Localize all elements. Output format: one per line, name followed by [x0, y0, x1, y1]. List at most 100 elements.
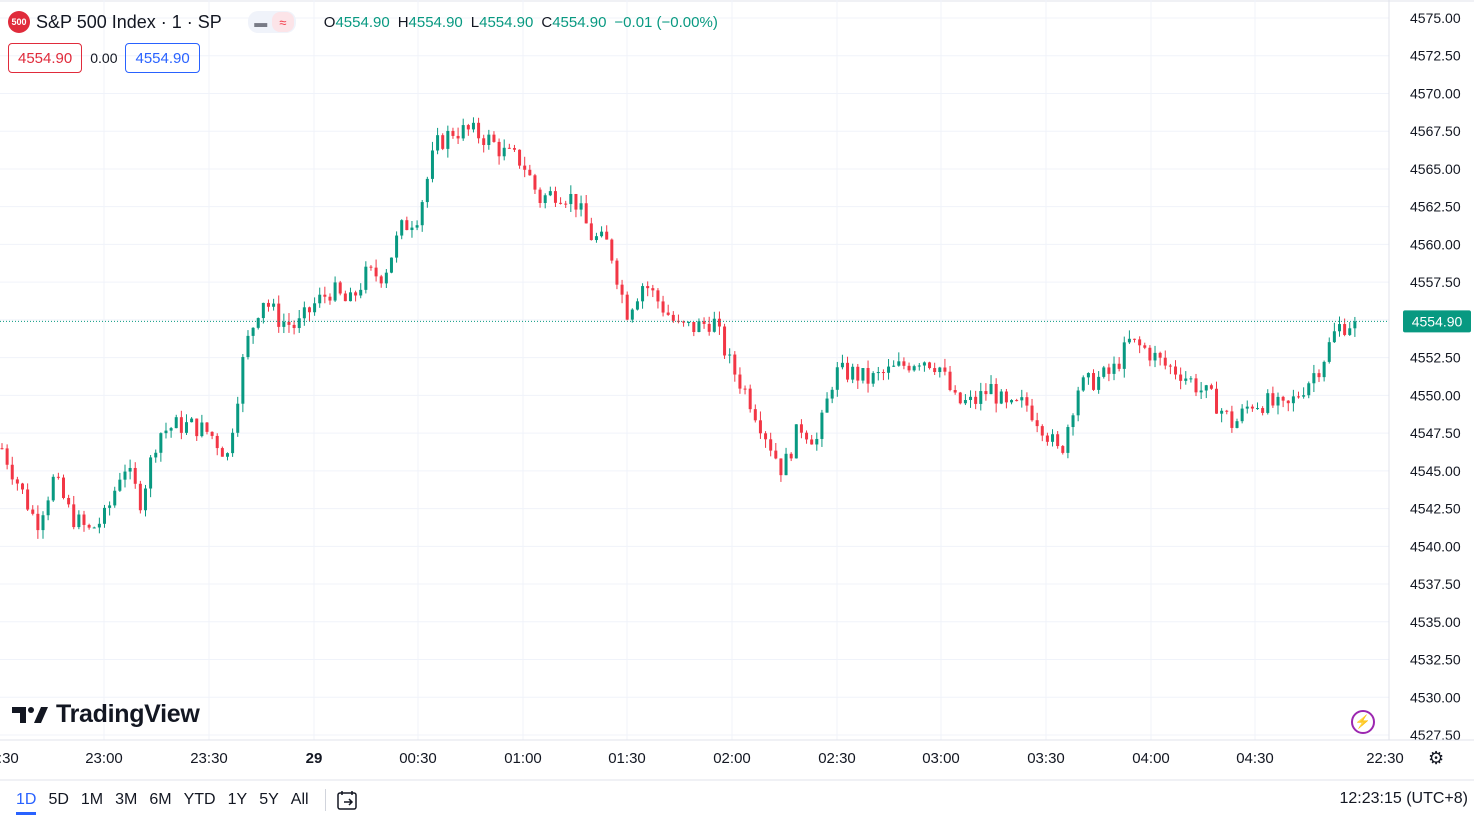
- candle-body: [1045, 435, 1049, 442]
- range-1m[interactable]: 1M: [80, 791, 104, 808]
- candle-body: [1343, 324, 1347, 335]
- ohlc-values: O4554.90 H4554.90 L4554.90 C4554.90 −0.0…: [324, 14, 718, 31]
- candle-body: [123, 471, 127, 480]
- dash-icon[interactable]: ▬: [254, 14, 268, 30]
- candle-body: [1266, 393, 1270, 413]
- candle-body: [1235, 421, 1239, 428]
- ohlc-close-label: C: [541, 13, 553, 31]
- candle-body: [687, 322, 691, 324]
- range-ytd[interactable]: YTD: [183, 791, 216, 808]
- candle-body: [318, 294, 322, 304]
- symbol-title[interactable]: S&P 500 Index · 1 · SP: [36, 11, 222, 32]
- candle-body: [446, 130, 450, 149]
- candle-body: [1168, 365, 1172, 367]
- candle-body: [553, 191, 557, 203]
- range-3m[interactable]: 3M: [115, 791, 138, 808]
- range-1y[interactable]: 1Y: [227, 791, 248, 808]
- lightning-icon[interactable]: ⚡: [1351, 710, 1375, 734]
- candle-body: [102, 507, 106, 524]
- candle-body: [287, 321, 291, 325]
- candle-body: [164, 430, 168, 434]
- range-5y[interactable]: 5Y: [259, 791, 279, 808]
- candle-body: [51, 476, 55, 501]
- candle-body: [149, 457, 153, 489]
- candle-body: [266, 302, 270, 307]
- time-tick-label: 02:00: [713, 750, 751, 767]
- candle-body: [871, 373, 875, 384]
- symbol-logo: 500: [8, 11, 30, 33]
- candle-body: [528, 169, 532, 176]
- gear-icon[interactable]: ⚙: [1428, 748, 1445, 768]
- time-tick-label: 03:00: [922, 750, 960, 767]
- candle-body: [584, 203, 588, 224]
- calendar-goto-icon[interactable]: [336, 789, 358, 811]
- candle-body: [20, 483, 24, 490]
- candle-body: [384, 272, 388, 284]
- candle-body: [1317, 373, 1321, 378]
- time-tick-label: 03:30: [1027, 750, 1065, 767]
- candle-body: [692, 322, 696, 333]
- candle-body: [359, 289, 363, 296]
- candle-body: [738, 374, 742, 389]
- candle-body: [589, 223, 593, 241]
- candle-body: [846, 362, 850, 380]
- time-tick-label: 00:30: [399, 750, 437, 767]
- sell-button[interactable]: 4554.90: [8, 43, 83, 73]
- candle-body: [1250, 406, 1254, 409]
- candle-body: [1102, 367, 1106, 377]
- candle-body: [487, 134, 491, 145]
- candle-body: [1209, 385, 1213, 389]
- candle-body: [851, 366, 855, 380]
- candle-body: [533, 175, 537, 190]
- candle-body: [958, 392, 962, 404]
- candle-body: [774, 450, 778, 459]
- price-tick-label: 4560.00: [1410, 236, 1461, 252]
- ohlc-low-value: 4554.90: [479, 13, 534, 31]
- candle-body: [31, 509, 35, 514]
- candle-body: [5, 448, 9, 465]
- candle-body: [830, 389, 834, 399]
- candle-body: [723, 326, 727, 356]
- candle-body: [77, 514, 81, 528]
- candle-body: [159, 433, 163, 453]
- candle-body: [1225, 410, 1229, 412]
- candle-body: [1133, 338, 1137, 340]
- candle-body: [559, 202, 563, 204]
- tradingview-logo[interactable]: TradingView: [12, 700, 200, 729]
- buy-button[interactable]: 4554.90: [125, 43, 200, 73]
- range-6m[interactable]: 6M: [149, 791, 172, 808]
- candle-body: [646, 286, 650, 289]
- time-tick-label: 22:30: [0, 750, 19, 767]
- range-5d[interactable]: 5D: [48, 791, 69, 808]
- candle-body: [169, 428, 173, 431]
- candle-body: [1327, 342, 1331, 362]
- candle-body: [395, 235, 399, 258]
- candle-body: [861, 368, 865, 381]
- candle-body: [512, 148, 516, 150]
- ohlc-change: −0.01 (−0.00%): [614, 13, 718, 31]
- candle-body: [1071, 415, 1075, 428]
- price-tick-label: 4550.00: [1410, 387, 1461, 403]
- candle-body: [979, 391, 983, 404]
- candle-body: [1066, 427, 1070, 453]
- clock-display[interactable]: 12:23:15 (UTC+8): [1339, 790, 1468, 807]
- candle-body: [682, 321, 686, 323]
- candle-body: [671, 314, 675, 321]
- wave-icon[interactable]: ≈: [271, 12, 294, 32]
- range-1d[interactable]: 1D: [10, 785, 42, 815]
- candle-body: [143, 488, 147, 511]
- candle-body: [302, 307, 306, 319]
- candle-body: [1179, 374, 1183, 381]
- candle-body: [518, 149, 522, 166]
- candle-body: [707, 323, 711, 332]
- candle-body: [1163, 357, 1167, 366]
- candle-body: [917, 365, 921, 367]
- candle-body: [1107, 367, 1111, 374]
- candle-body: [600, 231, 604, 237]
- candle-body: [794, 424, 798, 459]
- candle-body: [943, 367, 947, 372]
- range-all[interactable]: All: [290, 791, 309, 808]
- candle-body: [1112, 363, 1116, 374]
- candle-body: [969, 396, 973, 401]
